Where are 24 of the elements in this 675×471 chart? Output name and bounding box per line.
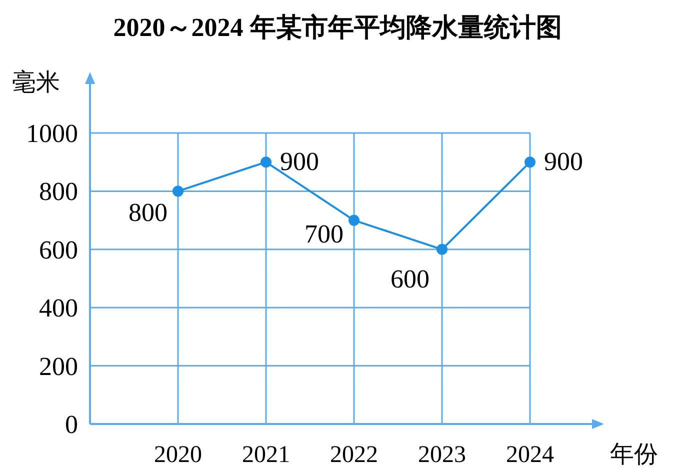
chart-title: 2020～2024 年某市年平均降水量统计图 — [113, 13, 562, 42]
point — [436, 244, 448, 255]
x-tick-label: 2020 — [154, 442, 202, 468]
point — [348, 214, 360, 226]
x-tick-label: 2024 — [506, 442, 554, 468]
y-tick-label: 600 — [39, 235, 78, 264]
point — [172, 186, 184, 197]
point — [260, 156, 272, 168]
data-label: 900 — [280, 147, 319, 176]
y-axis-title: 毫米 — [12, 69, 60, 96]
data-label: 800 — [128, 198, 168, 228]
data-label: 600 — [390, 264, 430, 294]
y-tick-label: 0 — [65, 410, 78, 439]
x-tick-label: 2021 — [242, 442, 290, 468]
x-axis-title: 年份 — [610, 442, 658, 468]
y-tick-label: 800 — [39, 177, 78, 206]
point — [524, 156, 536, 168]
y-tick-label: 1000 — [26, 119, 78, 148]
data-label: 700 — [304, 219, 344, 248]
x-tick-label: 2022 — [330, 442, 378, 468]
x-tick-label: 2023 — [418, 442, 466, 468]
y-tick-label: 200 — [39, 352, 78, 381]
y-tick-label: 400 — [39, 294, 78, 323]
data-label: 900 — [544, 147, 583, 176]
